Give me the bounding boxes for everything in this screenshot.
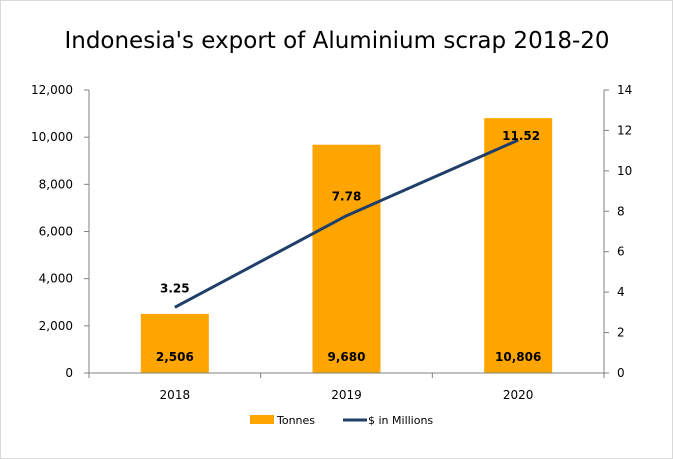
legend: Tonnes $ in Millions xyxy=(250,414,433,427)
y-left-tick-label: 6,000 xyxy=(39,225,73,239)
y-left-tick-label: 12,000 xyxy=(31,83,73,97)
chart-title: Indonesia's export of Aluminium scrap 20… xyxy=(64,28,609,54)
y-right-tick-label: 0 xyxy=(617,366,625,380)
bar-data-label-2020: 10,806 xyxy=(495,350,541,364)
y-left-tick-label: 8,000 xyxy=(39,177,73,191)
legend-swatch-tonnes xyxy=(250,415,274,424)
y-right-tick-label: 14 xyxy=(617,83,632,97)
line-series-usd-millions xyxy=(174,138,519,309)
y-left-tick-label: 2,000 xyxy=(39,319,73,333)
bar-data-label-2019: 9,680 xyxy=(328,350,366,364)
line-data-label-2020: 11.52 xyxy=(502,129,540,143)
plot-area: 0 2,000 4,000 6,000 8,000 10,000 12,000 0 2 4 6 8 10… xyxy=(31,83,632,402)
y-right-tick-label: 8 xyxy=(617,204,625,218)
legend-label-tonnes: Tonnes xyxy=(276,414,315,427)
bar-2018 xyxy=(140,313,209,373)
bar-2019 xyxy=(312,144,381,373)
y-right-tick-label: 6 xyxy=(617,245,625,259)
bar-data-label-2018: 2,506 xyxy=(156,350,194,364)
y-right-tick-label: 2 xyxy=(617,326,625,340)
y-right-tick-label: 10 xyxy=(617,164,632,178)
y-right-tick-label: 4 xyxy=(617,285,625,299)
x-tick-label-2020: 2020 xyxy=(503,388,534,402)
x-tick-label-2018: 2018 xyxy=(160,388,191,402)
line-data-label-2018: 3.25 xyxy=(160,281,190,295)
y-left-tick-label: 10,000 xyxy=(31,130,73,144)
y-right-tick-label: 12 xyxy=(617,123,632,137)
y-left-tick-label: 4,000 xyxy=(39,272,73,286)
x-tick-label-2019: 2019 xyxy=(331,388,362,402)
bar-2020 xyxy=(484,118,553,373)
line-data-label-2019: 7.78 xyxy=(332,190,362,204)
y-left-tick-label: 0 xyxy=(65,366,73,380)
legend-label-usd-millions: $ in Millions xyxy=(368,414,433,427)
